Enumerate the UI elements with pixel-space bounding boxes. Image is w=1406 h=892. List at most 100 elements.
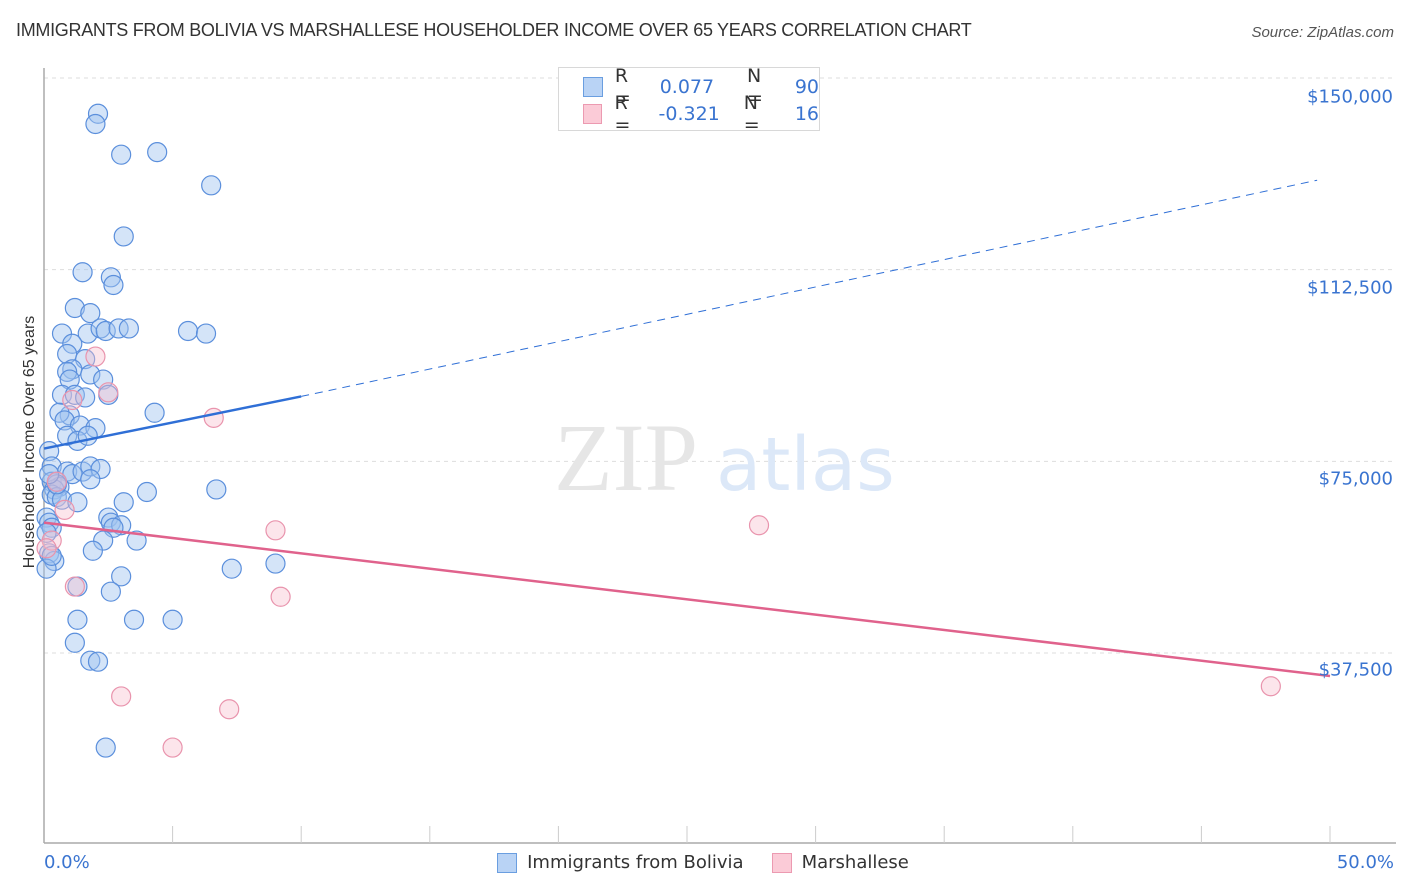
data-point[interactable] — [126, 530, 147, 551]
data-point[interactable] — [93, 369, 114, 390]
data-point[interactable] — [85, 346, 106, 367]
data-point[interactable] — [206, 479, 227, 500]
data-point[interactable] — [64, 576, 85, 597]
data-point[interactable] — [203, 407, 224, 428]
data-point[interactable] — [90, 318, 111, 339]
data-point[interactable] — [111, 144, 132, 165]
legend-label: Marshallese — [801, 852, 909, 873]
legend-item-bolivia[interactable]: Immigrants from Bolivia — [497, 852, 744, 873]
data-point[interactable] — [111, 515, 132, 536]
data-point[interactable] — [57, 361, 78, 382]
legend-item-marshallese[interactable]: Marshallese — [771, 852, 909, 873]
gridlines — [44, 77, 1396, 654]
y-axis-label: Householder Income Over 65 years — [21, 315, 38, 569]
data-point[interactable] — [195, 323, 217, 344]
data-point[interactable] — [46, 471, 67, 492]
data-point[interactable] — [54, 410, 75, 431]
data-point[interactable] — [1260, 676, 1281, 697]
data-point[interactable] — [93, 530, 114, 551]
data-point[interactable] — [113, 492, 134, 513]
legend-row-bolivia: R = 0.077 N = 90 — [583, 65, 819, 109]
series-marshallese — [36, 346, 1281, 758]
r-value: -0.321 — [658, 103, 720, 125]
data-point[interactable] — [108, 318, 129, 339]
data-point[interactable] — [41, 484, 62, 505]
r-label: R = — [614, 65, 631, 109]
data-point[interactable] — [64, 632, 85, 653]
n-value: 90 — [794, 76, 819, 98]
data-point[interactable] — [103, 274, 124, 296]
legend-row-marshallese: R = -0.321 N = 16 — [583, 92, 820, 136]
chart-title: IMMIGRANTS FROM BOLIVIA VS MARSHALLESE H… — [16, 20, 972, 40]
data-point[interactable] — [75, 387, 96, 408]
data-point[interactable] — [67, 609, 88, 630]
data-point[interactable] — [111, 566, 132, 587]
data-point[interactable] — [100, 581, 121, 602]
data-point[interactable] — [67, 492, 88, 513]
data-point[interactable] — [100, 267, 121, 288]
data-point[interactable] — [82, 540, 103, 561]
data-point[interactable] — [64, 297, 85, 319]
bolivia-trend-line — [43, 395, 302, 450]
data-point[interactable] — [36, 558, 57, 579]
data-point[interactable] — [51, 323, 73, 344]
data-point[interactable] — [98, 382, 119, 403]
marshallese-trend-line — [43, 521, 1331, 678]
axes — [43, 68, 1396, 844]
data-point[interactable] — [80, 650, 101, 671]
trend-lines — [43, 179, 1331, 678]
data-point[interactable] — [85, 113, 106, 135]
y-tick-150000: $150,000 — [1307, 86, 1393, 108]
data-point[interactable] — [90, 458, 111, 480]
data-point[interactable] — [219, 699, 240, 720]
x-tick-50: 50.0% — [1336, 852, 1394, 873]
data-point[interactable] — [87, 651, 109, 672]
data-point[interactable] — [221, 558, 242, 579]
data-point[interactable] — [136, 481, 157, 503]
watermark-atlas: atlas — [716, 422, 895, 508]
data-point[interactable] — [748, 515, 770, 536]
data-point[interactable] — [39, 464, 60, 485]
data-point[interactable] — [118, 318, 139, 339]
n-label: N = — [746, 65, 763, 109]
data-point[interactable] — [95, 320, 116, 342]
data-point[interactable] — [95, 737, 116, 758]
r-value: 0.077 — [659, 76, 715, 98]
data-point[interactable] — [36, 538, 57, 559]
data-point[interactable] — [62, 333, 83, 354]
source-label: Source: ZipAtlas.com — [1251, 24, 1394, 41]
watermark-zip: ZIP — [554, 404, 698, 511]
data-point[interactable] — [54, 499, 75, 520]
data-point[interactable] — [113, 226, 134, 247]
data-point[interactable] — [201, 175, 222, 196]
data-point[interactable] — [72, 262, 93, 283]
zipatlas-watermark: ZIP atlas — [554, 404, 895, 511]
n-label: N = — [743, 92, 760, 136]
data-point[interactable] — [265, 520, 286, 541]
data-point[interactable] — [123, 609, 145, 630]
data-point[interactable] — [77, 323, 98, 344]
data-point[interactable] — [265, 553, 286, 574]
pink-swatch-icon — [583, 104, 603, 124]
series-immigrants-from-bolivia — [36, 103, 286, 758]
legend-label: Immigrants from Bolivia — [527, 852, 744, 873]
blue-swatch-icon — [583, 77, 603, 97]
data-point[interactable] — [147, 142, 168, 163]
n-value: 16 — [794, 103, 820, 125]
blue-swatch-icon — [497, 852, 518, 873]
data-point[interactable] — [111, 686, 132, 707]
data-point[interactable] — [162, 609, 183, 630]
data-point[interactable] — [162, 737, 183, 758]
data-point[interactable] — [57, 425, 78, 446]
data-point[interactable] — [80, 469, 101, 490]
data-point[interactable] — [80, 303, 101, 324]
pink-swatch-icon — [771, 852, 792, 873]
y-tick-37500: $37,500 — [1318, 659, 1393, 681]
data-point[interactable] — [77, 425, 98, 446]
data-point[interactable] — [177, 320, 199, 342]
data-point[interactable] — [270, 586, 291, 607]
data-point[interactable] — [62, 389, 83, 411]
data-point[interactable] — [144, 402, 165, 423]
y-tick-112500: $112,500 — [1307, 277, 1393, 299]
